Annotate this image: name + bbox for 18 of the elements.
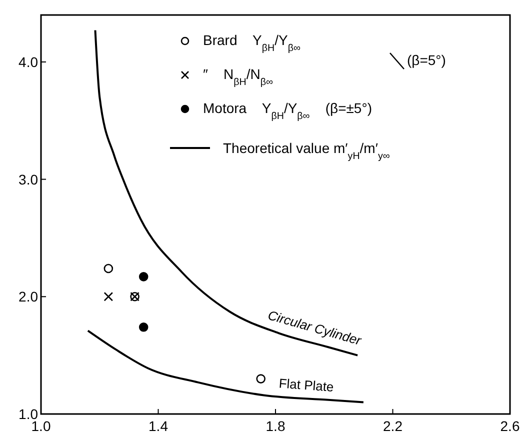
y-tick-label: 4.0: [18, 54, 38, 70]
x-tick-label: 2.6: [500, 418, 520, 434]
text: Circular Cylinder: [266, 307, 364, 348]
x-tick-label: 2.2: [383, 418, 403, 434]
text: Motora Y$_{βH}$/Y$_{β∞}$ (β=±5°): [203, 100, 372, 122]
y-tick-label: 3.0: [18, 171, 38, 188]
annotation: (β=5°): [407, 52, 446, 68]
series-label: Flat Plate: [278, 376, 334, 395]
y-tick-label: 2.0: [18, 288, 38, 305]
x-tick-label: 1.8: [266, 418, 286, 434]
point: [104, 264, 114, 274]
point: [138, 272, 148, 282]
legend-label: Brard Y$_{βH}$/Y$_{β∞}$: [203, 32, 300, 54]
x-tick-label: 1.4: [148, 418, 168, 434]
legend-label: ″ N$_{βH}$/N$_{β∞}$: [203, 66, 273, 88]
point: [138, 322, 148, 332]
point: [256, 374, 266, 384]
annotation: Theoretical value m′$_{yH}$/m′$_{y∞}$: [223, 140, 390, 162]
